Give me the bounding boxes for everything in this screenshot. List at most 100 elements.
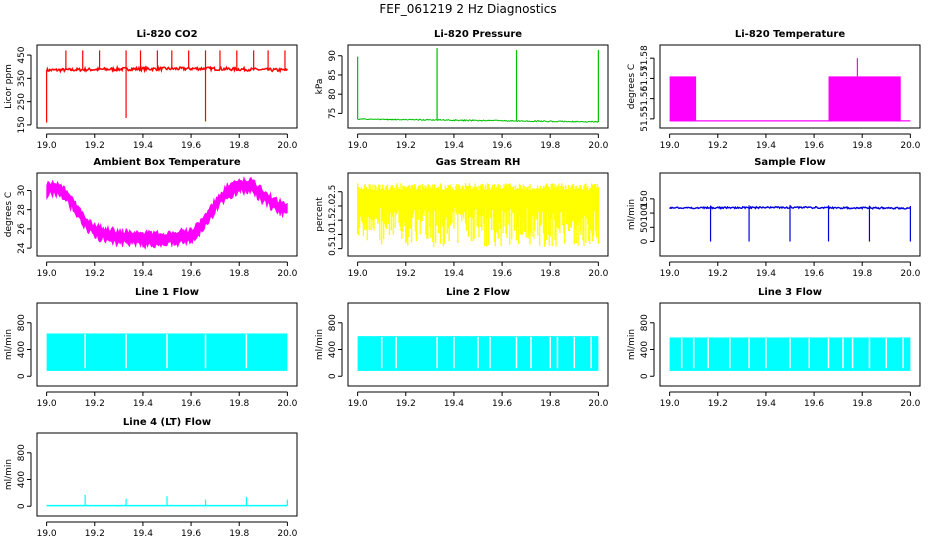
chart-plot-pressure xyxy=(357,48,599,123)
y-axis-label: degrees C xyxy=(4,192,14,237)
y-axis-label: ml/min xyxy=(315,329,325,360)
pressure-series-line xyxy=(357,118,599,123)
x-tick-label: 19.0 xyxy=(348,141,368,151)
chart-plot-ambient xyxy=(46,176,288,250)
x-tick-label: 19.2 xyxy=(396,269,416,279)
x-tick-label: 19.6 xyxy=(181,399,201,409)
y-tick-label: 80 xyxy=(328,88,338,100)
x-tick-label: 19.8 xyxy=(229,141,249,151)
chart-pressure: 19.0 19.2 19.4 19.6 19.8 20.0 75 80 85 90 kPa Li-82… xyxy=(315,29,609,151)
x-tick-label: 19.8 xyxy=(229,399,249,409)
plot-frame xyxy=(347,302,609,387)
x-tick-label: 19.0 xyxy=(37,269,57,279)
temp-high-block xyxy=(828,76,901,121)
plot-frame xyxy=(36,172,298,257)
x-tick-label: 19.2 xyxy=(708,269,728,279)
chart-title: Gas Stream RH xyxy=(436,157,521,168)
y-tick-label: 50 xyxy=(640,221,650,233)
chart-plot-temp xyxy=(669,58,911,122)
y-axis-label: degrees C xyxy=(627,64,637,109)
chart-plot-co2 xyxy=(45,50,288,123)
y-tick-label: 250 xyxy=(17,93,27,110)
plot-frame xyxy=(347,44,609,129)
x-tick-label: 20.0 xyxy=(588,269,608,279)
chart-title: Line 2 Flow xyxy=(446,287,510,298)
x-tick-label: 19.6 xyxy=(492,399,512,409)
x-tick-label: 19.6 xyxy=(181,269,201,279)
y-tick-label: 75 xyxy=(328,108,338,119)
x-tick-label: 19.2 xyxy=(85,399,105,409)
chart-plot-sample xyxy=(669,205,911,242)
y-axis-label: ml/min xyxy=(4,329,14,360)
chart-plot-line3 xyxy=(669,337,911,371)
chart-title: Line 3 Flow xyxy=(758,287,822,298)
plot-frame xyxy=(36,44,298,129)
x-tick-label: 20.0 xyxy=(900,269,920,279)
y-tick-label: 100 xyxy=(640,204,650,221)
x-tick-label: 19.8 xyxy=(852,399,872,409)
y-tick-label: 30 xyxy=(17,184,27,196)
plot-frame xyxy=(36,432,298,517)
chart-title: Sample Flow xyxy=(754,157,826,168)
x-tick-label: 19.0 xyxy=(37,529,57,539)
y-tick-label: 400 xyxy=(328,341,338,358)
y-tick-label: 350 xyxy=(17,69,27,86)
x-tick-label: 19.4 xyxy=(133,141,153,151)
x-tick-label: 19.6 xyxy=(181,529,201,539)
chart-title: Line 4 (LT) Flow xyxy=(123,417,211,428)
plot-frame xyxy=(36,302,298,387)
x-tick-label: 19.4 xyxy=(444,399,464,409)
y-tick-label: 28 xyxy=(17,204,27,216)
y-tick-label: 51.55 xyxy=(640,106,650,132)
chart-title: Line 1 Flow xyxy=(135,287,199,298)
x-tick-label: 19.0 xyxy=(660,269,680,279)
y-tick-label: 2.0 xyxy=(328,199,338,214)
x-tick-label: 19.4 xyxy=(444,269,464,279)
y-tick-label: 0.5 xyxy=(328,241,338,255)
x-tick-label: 19.8 xyxy=(229,269,249,279)
x-tick-label: 19.2 xyxy=(708,141,728,151)
y-tick-label: 26 xyxy=(17,223,27,235)
x-tick-label: 19.6 xyxy=(492,141,512,151)
y-tick-label: 2.5 xyxy=(328,185,338,199)
y-tick-label: 0 xyxy=(640,238,650,244)
x-tick-label: 20.0 xyxy=(277,399,297,409)
x-tick-label: 19.2 xyxy=(396,399,416,409)
y-tick-label: 400 xyxy=(17,341,27,358)
x-tick-label: 19.8 xyxy=(852,269,872,279)
x-tick-label: 19.2 xyxy=(85,141,105,151)
y-axis-label: ml/min xyxy=(4,459,14,490)
y-tick-label: 800 xyxy=(17,314,27,331)
y-tick-label: 24 xyxy=(17,242,27,254)
x-tick-label: 19.8 xyxy=(229,529,249,539)
x-tick-label: 19.4 xyxy=(756,399,776,409)
x-tick-label: 19.8 xyxy=(540,399,560,409)
chart-plot-line2 xyxy=(357,336,599,371)
chart-title: Ambient Box Temperature xyxy=(93,157,240,168)
y-tick-label: 51.56 xyxy=(640,85,650,111)
chart-co2: 19.0 19.2 19.4 19.6 19.8 20.0 150 250 350 450Lico… xyxy=(4,29,298,151)
x-tick-label: 19.0 xyxy=(37,399,57,409)
x-tick-label: 19.0 xyxy=(348,269,368,279)
x-tick-label: 19.0 xyxy=(660,141,680,151)
x-tick-label: 19.2 xyxy=(85,529,105,539)
y-axis-label: percent xyxy=(315,197,325,232)
x-tick-label: 20.0 xyxy=(277,529,297,539)
y-tick-label: 400 xyxy=(640,341,650,358)
y-tick-label: 150 xyxy=(17,116,27,133)
x-tick-label: 19.4 xyxy=(133,399,153,409)
x-tick-label: 19.8 xyxy=(540,269,560,279)
x-tick-label: 20.0 xyxy=(277,269,297,279)
y-axis-label: Licor ppm xyxy=(4,64,14,109)
chart-plot-line4 xyxy=(46,494,288,507)
y-tick-label: 51.57 xyxy=(640,66,650,92)
plot-frame xyxy=(659,44,921,129)
y-axis-label: ml/min xyxy=(627,199,637,230)
x-tick-label: 19.2 xyxy=(396,141,416,151)
x-tick-label: 19.8 xyxy=(852,141,872,151)
